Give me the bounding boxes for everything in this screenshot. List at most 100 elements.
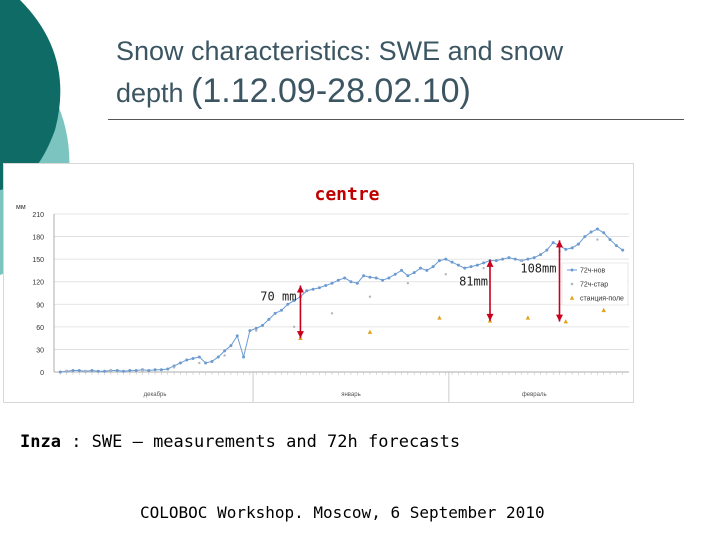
data-point-station	[437, 315, 442, 320]
data-point-72h-new	[393, 272, 397, 276]
data-point-72h-old	[141, 369, 144, 372]
data-point-72h-new	[216, 355, 220, 359]
data-point-72h-new	[444, 257, 448, 261]
chart-frame: centre мм 0 30 60 90 120 150 180 210 декабрь январь…	[3, 163, 634, 403]
data-point-72h-new	[418, 266, 422, 270]
data-point-72h-new	[103, 369, 107, 373]
legend-72h-old: 72ч-стар	[580, 282, 608, 289]
data-point-72h-new	[134, 368, 138, 372]
data-point-72h-new	[324, 283, 328, 287]
data-point-72h-new	[494, 259, 498, 263]
data-point-72h-new	[570, 246, 574, 250]
y-tick-label: 30	[36, 347, 44, 354]
data-point-station	[563, 319, 569, 324]
data-point-72h-new	[197, 355, 201, 359]
data-point-72h-old	[254, 329, 258, 332]
data-point-72h-new	[387, 276, 391, 280]
data-point-72h-new	[96, 369, 100, 373]
data-point-72h-old	[65, 370, 68, 373]
data-point-72h-old	[596, 238, 599, 241]
annotation-arrowhead-top	[555, 240, 563, 248]
data-point-72h-new	[254, 326, 258, 330]
data-point-72h-new	[595, 227, 599, 231]
legend-station: станция-поле	[580, 296, 624, 303]
caption-station: Inza	[20, 432, 61, 452]
data-point-72h-new	[71, 368, 75, 372]
data-point-72h-new	[621, 248, 625, 252]
annotation-label: 81mm	[459, 274, 488, 288]
chart-title: centre	[314, 184, 379, 205]
data-point-72h-new	[576, 242, 580, 246]
data-point-72h-new	[317, 286, 321, 290]
y-tick-label: 180	[32, 235, 44, 242]
data-point-72h-new	[381, 278, 385, 282]
title-line-2-dates: (1.12.09-28.02.10)	[191, 72, 471, 111]
data-point-72h-new	[128, 368, 132, 372]
data-point-72h-new	[482, 261, 486, 265]
legend-swatch	[570, 282, 574, 286]
data-point-72h-old	[444, 272, 447, 276]
data-point-72h-new	[608, 238, 612, 242]
y-tick-label: 60	[36, 325, 44, 332]
data-point-72h-new	[355, 281, 359, 285]
data-point-72h-new	[166, 367, 170, 371]
data-point-72h-new	[475, 263, 479, 267]
data-point-72h-old	[368, 295, 372, 298]
data-point-72h-old	[520, 259, 523, 262]
swe-chart: centre мм 0 30 60 90 120 150 180 210 декабрь январь…	[16, 184, 629, 402]
data-point-72h-old	[292, 325, 296, 329]
data-point-72h-new	[412, 271, 416, 275]
data-point-72h-new	[614, 244, 618, 248]
data-point-72h-new	[185, 358, 189, 362]
month-label: январь	[341, 392, 360, 398]
data-point-72h-new	[58, 370, 62, 374]
data-point-72h-new	[248, 329, 252, 333]
title-underline	[108, 119, 684, 120]
data-point-72h-new	[368, 275, 372, 279]
title-line-2-text: depth	[116, 78, 192, 109]
data-point-station	[601, 307, 606, 313]
data-point-72h-old	[84, 370, 87, 373]
data-point-72h-new	[273, 311, 277, 315]
data-point-72h-old	[223, 354, 226, 357]
teal-dark-arc	[0, 0, 61, 190]
data-point-72h-new	[583, 235, 587, 239]
data-point-72h-new	[374, 276, 378, 280]
data-point-72h-new	[526, 257, 530, 261]
data-point-72h-new	[343, 276, 347, 280]
data-point-72h-new	[330, 281, 334, 285]
data-point-72h-old	[482, 266, 485, 270]
legend-swatch	[570, 268, 574, 272]
data-point-72h-new	[267, 317, 271, 321]
annotation-label: 108mm	[520, 262, 556, 276]
data-point-72h-new	[292, 299, 296, 303]
data-point-72h-new	[469, 265, 473, 269]
data-point-72h-new	[191, 356, 195, 360]
y-tick-label: 150	[32, 257, 44, 264]
data-point-72h-new	[261, 323, 265, 327]
data-point-72h-new	[564, 247, 568, 251]
footer: COLOBOC Workshop. Moscow, 6 September 20…	[140, 503, 545, 522]
data-point-72h-old	[198, 361, 201, 365]
data-point-72h-new	[229, 344, 233, 348]
data-point-72h-new	[279, 308, 283, 312]
data-point-72h-new	[77, 368, 81, 372]
legend-swatch	[569, 295, 575, 300]
y-tick-label: 120	[32, 280, 44, 287]
data-point-72h-new	[400, 268, 404, 272]
annotation-label: 70 mm	[260, 290, 296, 304]
y-tick-label: 0	[40, 370, 44, 377]
data-point-station	[525, 315, 531, 320]
data-point-station	[367, 329, 373, 334]
data-point-72h-new	[539, 253, 543, 257]
annotation-arrowhead-bottom	[486, 313, 494, 321]
data-point-72h-new	[513, 257, 517, 261]
data-point-72h-new	[153, 368, 157, 372]
data-point-72h-new	[551, 241, 555, 245]
data-point-72h-new	[463, 266, 467, 270]
data-point-72h-new	[122, 369, 126, 373]
series-line-72h-new	[60, 228, 623, 373]
title-line-1: Snow characteristics: SWE and snow	[116, 36, 564, 66]
data-point-72h-new	[305, 289, 309, 293]
data-point-72h-new	[437, 259, 441, 263]
